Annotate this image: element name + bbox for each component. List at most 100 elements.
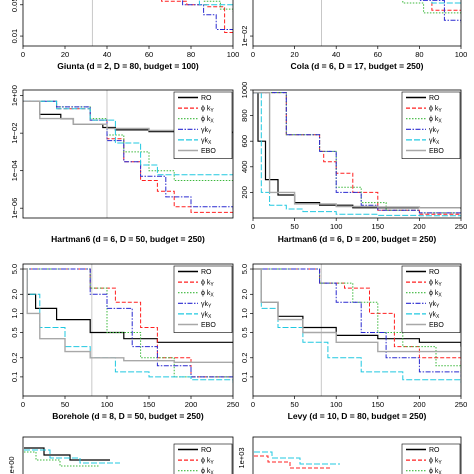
y-tick-label: 0.01	[10, 29, 19, 44]
x-tick-label: 20	[290, 50, 298, 59]
legend-label-gamma-ky: γkY	[429, 127, 440, 136]
series-line-phi-kx	[23, 268, 233, 378]
legend-label-phi-ky: ϕ kY	[201, 106, 214, 115]
x-tick-label: 0	[251, 222, 255, 231]
legend-label-phi-kx: ϕ kX	[201, 290, 214, 299]
panel-borehole-d-8-d-50-budget-250: 0 50 100 150 200 250 0.1 0.2 0.5 1.0 2.0 5.0 Borehol…	[10, 263, 239, 421]
y-tick-label: 0.2	[10, 353, 19, 363]
y-tick-label: 5.0	[240, 264, 249, 274]
plot-frame	[252, 0, 462, 47]
legend-box	[173, 91, 233, 159]
legend-label-gamma-ky: γkY	[201, 301, 212, 310]
y-tick-label: 1e−02	[240, 26, 249, 47]
x-tick-label: 100	[330, 400, 343, 409]
plot-frame	[22, 0, 234, 47]
plot-frame	[252, 263, 462, 397]
x-tick-label: 0	[251, 50, 255, 59]
y-tick-label: 0.05	[10, 0, 19, 12]
series-line-gamma-kx	[253, 92, 461, 217]
x-tick-label: 200	[185, 400, 198, 409]
y-tick-label: 1000	[240, 82, 249, 99]
x-tick-label: 50	[290, 222, 298, 231]
x-tick-label: 200	[413, 400, 426, 409]
legend-box	[401, 265, 461, 333]
series-line-phi-kx	[253, 268, 461, 372]
partial-right-ytick: 1e+03	[237, 447, 246, 468]
x-tick-label: 200	[413, 222, 426, 231]
panel-title: Levy (d = 10, D = 80, budget = 250)	[288, 411, 427, 421]
legend-label-gamma-ky: γkY	[429, 301, 440, 310]
panel-title: Cola (d = 6, D = 17, budget = 250)	[291, 61, 424, 71]
series-line-ebo	[253, 268, 461, 358]
y-tick-label: 0.5	[240, 327, 249, 337]
plot-frame	[22, 89, 234, 219]
x-tick-label: 40	[332, 50, 340, 59]
y-tick-label: 200	[240, 186, 249, 199]
partial-right-frame	[252, 436, 462, 474]
series-line-gamma-ky	[253, 268, 461, 377]
series-line-gamma-ky	[23, 268, 233, 378]
series-line-gamma-kx	[253, 268, 461, 383]
x-tick-label: 150	[372, 400, 385, 409]
y-tick-label: 1e+00	[10, 85, 19, 106]
series-line-gamma-ky	[23, 100, 233, 210]
x-tick-label: 150	[143, 400, 156, 409]
y-tick-label: 0.1	[240, 372, 249, 382]
series-line-gamma-ky	[182, 0, 233, 30]
panel-title: Hartman6 (d = 6, D = 50, budget = 250)	[51, 234, 205, 244]
series-line-ebo	[253, 91, 461, 209]
legend-label-phi-kx: ϕ kX	[201, 116, 214, 125]
legend-label-phi-ky: ϕ kY	[201, 280, 214, 289]
legend-label-ro: RO	[201, 95, 212, 102]
series-line-phi-ky	[161, 0, 233, 33]
legend-label-ebo: EBO	[201, 322, 216, 329]
panel-giunta-d-2-d-80-budget-100: 0 20 40 60 80 100 0.01 0.05 Giunta (d = 2, D = 8…	[10, 0, 239, 71]
y-tick-label: 0.1	[10, 372, 19, 382]
partial-series-ro	[24, 447, 110, 461]
legend-label-phi-ky: ϕ kY	[201, 458, 214, 467]
plot-frame	[252, 89, 462, 219]
y-tick-label: 400	[240, 161, 249, 174]
series-line-gamma-ky	[253, 92, 461, 215]
series-line-gamma-kx	[431, 0, 461, 4]
partial-series-phi-ky	[254, 455, 330, 469]
x-tick-label: 150	[372, 222, 385, 231]
legend-label-gamma-kx: γkX	[429, 311, 440, 320]
series-line-gamma-ky	[418, 0, 461, 23]
panel-title: Hartman6 (d = 6, D = 200, budget = 250)	[278, 234, 437, 244]
legend-label-ebo: EBO	[429, 148, 444, 155]
legend-box	[173, 265, 233, 333]
series-line-phi-ky	[23, 268, 233, 378]
y-tick-label: 600	[240, 135, 249, 148]
x-tick-label: 0	[251, 400, 255, 409]
x-tick-label: 60	[145, 50, 153, 59]
legend-label-ebo: EBO	[201, 148, 216, 155]
legend-label-phi-ky: ϕ kY	[429, 280, 442, 289]
x-tick-label: 40	[103, 50, 111, 59]
legend-label-phi-ky: ϕ kY	[429, 106, 442, 115]
y-tick-label: 2.0	[10, 289, 19, 299]
x-tick-label: 100	[227, 50, 240, 59]
x-tick-label: 100	[455, 50, 468, 59]
x-tick-label: 100	[330, 222, 343, 231]
legend-box	[173, 443, 233, 474]
series-line-phi-kx	[203, 0, 233, 12]
legend-box	[401, 91, 461, 159]
legend-label-ro: RO	[429, 95, 440, 102]
panel-cola-d-6-d-17-budget-250: 0 20 40 60 80 100 1e−02 Cola (d = 6, D = 17, bu…	[240, 0, 467, 71]
partial-series-gamma-kx	[254, 451, 340, 465]
legend-label-gamma-ky: γkY	[201, 127, 212, 136]
x-tick-label: 80	[187, 50, 195, 59]
x-tick-label: 0	[21, 400, 25, 409]
partial-series-gamma-kx	[24, 449, 120, 464]
x-tick-label: 250	[455, 400, 468, 409]
x-tick-label: 0	[21, 50, 25, 59]
legend-label-phi-ky: ϕ kY	[429, 458, 442, 467]
y-tick-label: 1e−06	[10, 198, 19, 219]
x-tick-label: 50	[290, 400, 298, 409]
partial-series-phi-kx	[24, 451, 100, 467]
y-tick-label: 2.0	[240, 289, 249, 299]
partial-left-frame	[22, 436, 234, 474]
partial-left-ytick: 1e+00	[7, 456, 16, 474]
